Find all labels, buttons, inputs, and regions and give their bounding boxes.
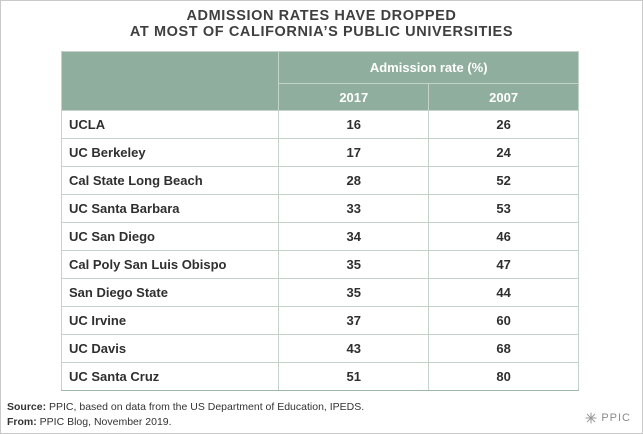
rate-2007: 26 (428, 110, 579, 139)
university-name: San Diego State (60, 278, 280, 307)
from-text: PPIC Blog, November 2019. (36, 416, 172, 428)
rate-2017: 37 (278, 306, 430, 335)
university-name: Cal State Long Beach (60, 166, 280, 195)
university-name: UC Santa Cruz (60, 362, 280, 391)
rate-2007: 60 (428, 306, 579, 335)
rate-2007: 24 (428, 138, 579, 167)
source-label: Source: (7, 401, 47, 413)
rate-2007: 47 (428, 250, 579, 279)
rate-2017: 43 (278, 334, 430, 363)
table-row: UCLA 16 26 (60, 110, 579, 139)
university-name: UCLA (60, 110, 280, 139)
rate-2007: 46 (428, 222, 579, 251)
logo-text: PPIC (601, 412, 631, 424)
rate-2007: 53 (428, 194, 579, 223)
from-label: From: (7, 416, 37, 428)
figure-notes: Source: PPIC, based on data from the US … (7, 400, 364, 430)
university-name: UC San Diego (60, 222, 280, 251)
university-name: Cal Poly San Luis Obispo (60, 250, 280, 279)
rate-2017: 35 (278, 250, 430, 279)
ppic-logo: PPIC (585, 412, 631, 424)
university-name: UC Davis (60, 334, 280, 363)
header-year-2017: 2017 (278, 83, 430, 111)
rate-2007: 68 (428, 334, 579, 363)
rate-2017: 33 (278, 194, 430, 223)
rate-2007: 52 (428, 166, 579, 195)
admission-rate-table: Admission rate (%) 2017 2007 UCLA 16 26 … (60, 51, 579, 391)
header-admission-rate: Admission rate (%) (278, 51, 579, 84)
rate-2017: 28 (278, 166, 430, 195)
rate-2017: 17 (278, 138, 430, 167)
table-row: UC Santa Barbara 33 53 (60, 194, 579, 223)
source-text: PPIC, based on data from the US Departme… (46, 401, 365, 413)
header-year-2007: 2007 (428, 83, 579, 111)
header-blank-cell (60, 51, 280, 111)
ppic-starburst-icon (585, 412, 597, 424)
university-name: UC Irvine (60, 306, 280, 335)
title-line-2: AT MOST OF CALIFORNIA’S PUBLIC UNIVERSIT… (129, 24, 514, 40)
title-line-1: ADMISSION RATES HAVE DROPPED (186, 8, 457, 24)
from-note: From: PPIC Blog, November 2019. (7, 415, 364, 430)
rate-2017: 34 (278, 222, 430, 251)
university-name: UC Berkeley (60, 138, 280, 167)
table-row: Cal Poly San Luis Obispo 35 47 (60, 250, 579, 279)
table-row: San Diego State 35 44 (60, 278, 579, 307)
rate-2007: 80 (428, 362, 579, 391)
table-row: UC Berkeley 17 24 (60, 138, 579, 167)
table-row: Cal State Long Beach 28 52 (60, 166, 579, 195)
rate-2017: 51 (278, 362, 430, 391)
chart-title: ADMISSION RATES HAVE DROPPED AT MOST OF … (0, 8, 643, 40)
table-header-row-group: Admission rate (%) (60, 51, 579, 111)
table-row: UC Irvine 37 60 (60, 306, 579, 335)
table-row: UC San Diego 34 46 (60, 222, 579, 251)
university-name: UC Santa Barbara (60, 194, 280, 223)
rate-2017: 35 (278, 278, 430, 307)
table-body: UCLA 16 26 UC Berkeley 17 24 Cal State L… (60, 110, 579, 391)
table-row: UC Davis 43 68 (60, 334, 579, 363)
rate-2017: 16 (278, 110, 430, 139)
source-note: Source: PPIC, based on data from the US … (7, 400, 364, 415)
rate-2007: 44 (428, 278, 579, 307)
table-row: UC Santa Cruz 51 80 (60, 362, 579, 391)
